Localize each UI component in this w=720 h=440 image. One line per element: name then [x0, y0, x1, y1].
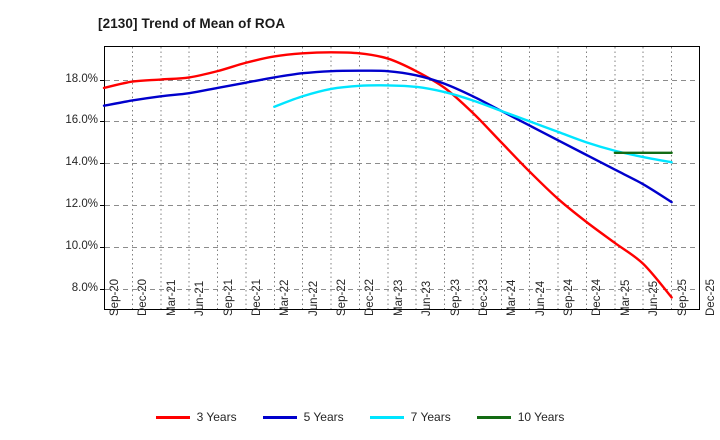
legend-label: 7 Years: [410, 410, 451, 424]
legend-item-5-years[interactable]: 5 Years: [262, 410, 344, 424]
legend-label: 5 Years: [303, 410, 344, 424]
x-axis-tick-label: Mar-24: [506, 279, 519, 316]
x-axis-tick-label: Mar-23: [392, 279, 405, 316]
legend-item-10-years[interactable]: 10 Years: [476, 410, 565, 424]
legend-label: 3 Years: [196, 410, 237, 424]
chart-legend: 3 Years 5 Years 7 Years 10 Years: [0, 404, 720, 430]
x-axis-tick-label: Dec-21: [250, 278, 263, 316]
legend-swatch-icon: [262, 415, 297, 419]
y-axis-labels: 8.0% 10.0% 12.0% 14.0% 16.0% 18.0%: [38, 0, 98, 440]
legend-item-7-years[interactable]: 7 Years: [369, 410, 451, 424]
x-axis-tick-label: Jun-22: [307, 280, 320, 316]
x-axis-tick-label: Dec-20: [137, 278, 150, 316]
x-axis-tick-label: Jun-21: [194, 280, 207, 316]
x-axis-tick-label: Sep-20: [109, 278, 121, 316]
y-axis-tick-label: 18.0%: [65, 72, 98, 85]
x-axis-tick-label: Mar-22: [279, 279, 292, 316]
legend-swatch-icon: [369, 415, 404, 419]
x-axis-tick-label: Mar-25: [619, 279, 632, 316]
x-axis-tick-label: Jun-23: [421, 280, 434, 316]
y-axis-tick-label: 8.0%: [71, 281, 98, 294]
x-axis-tick-label: Sep-22: [336, 278, 349, 316]
y-axis-tick-label: 16.0%: [65, 113, 98, 126]
x-axis-tick-label: Dec-24: [591, 278, 604, 316]
y-axis-tick-label: 14.0%: [65, 155, 98, 168]
x-axis-tick-label: Dec-22: [364, 278, 377, 316]
x-axis-tick-label: Dec-23: [477, 278, 490, 316]
y-axis-tick-label: 10.0%: [65, 239, 98, 252]
x-axis-tick-label: Sep-21: [222, 278, 235, 316]
page-title: [2130] Trend of Mean of ROA: [98, 16, 286, 31]
y-axis-tick-label: 12.0%: [65, 197, 98, 210]
legend-label: 10 Years: [517, 410, 565, 424]
x-axis-tick-label: Sep-24: [563, 278, 576, 316]
legend-swatch-icon: [476, 415, 511, 419]
x-axis-tick-label: Sep-23: [449, 278, 462, 316]
x-axis-tick-label: Jun-25: [648, 280, 661, 316]
x-axis-tick-label: Sep-25: [676, 278, 689, 316]
legend-swatch-icon: [155, 415, 190, 419]
legend-item-3-years[interactable]: 3 Years: [155, 410, 237, 424]
x-axis-tick-label: Dec-25: [705, 278, 717, 316]
x-axis-tick-label: Mar-21: [165, 279, 178, 316]
x-axis-tick-label: Jun-24: [534, 280, 547, 316]
